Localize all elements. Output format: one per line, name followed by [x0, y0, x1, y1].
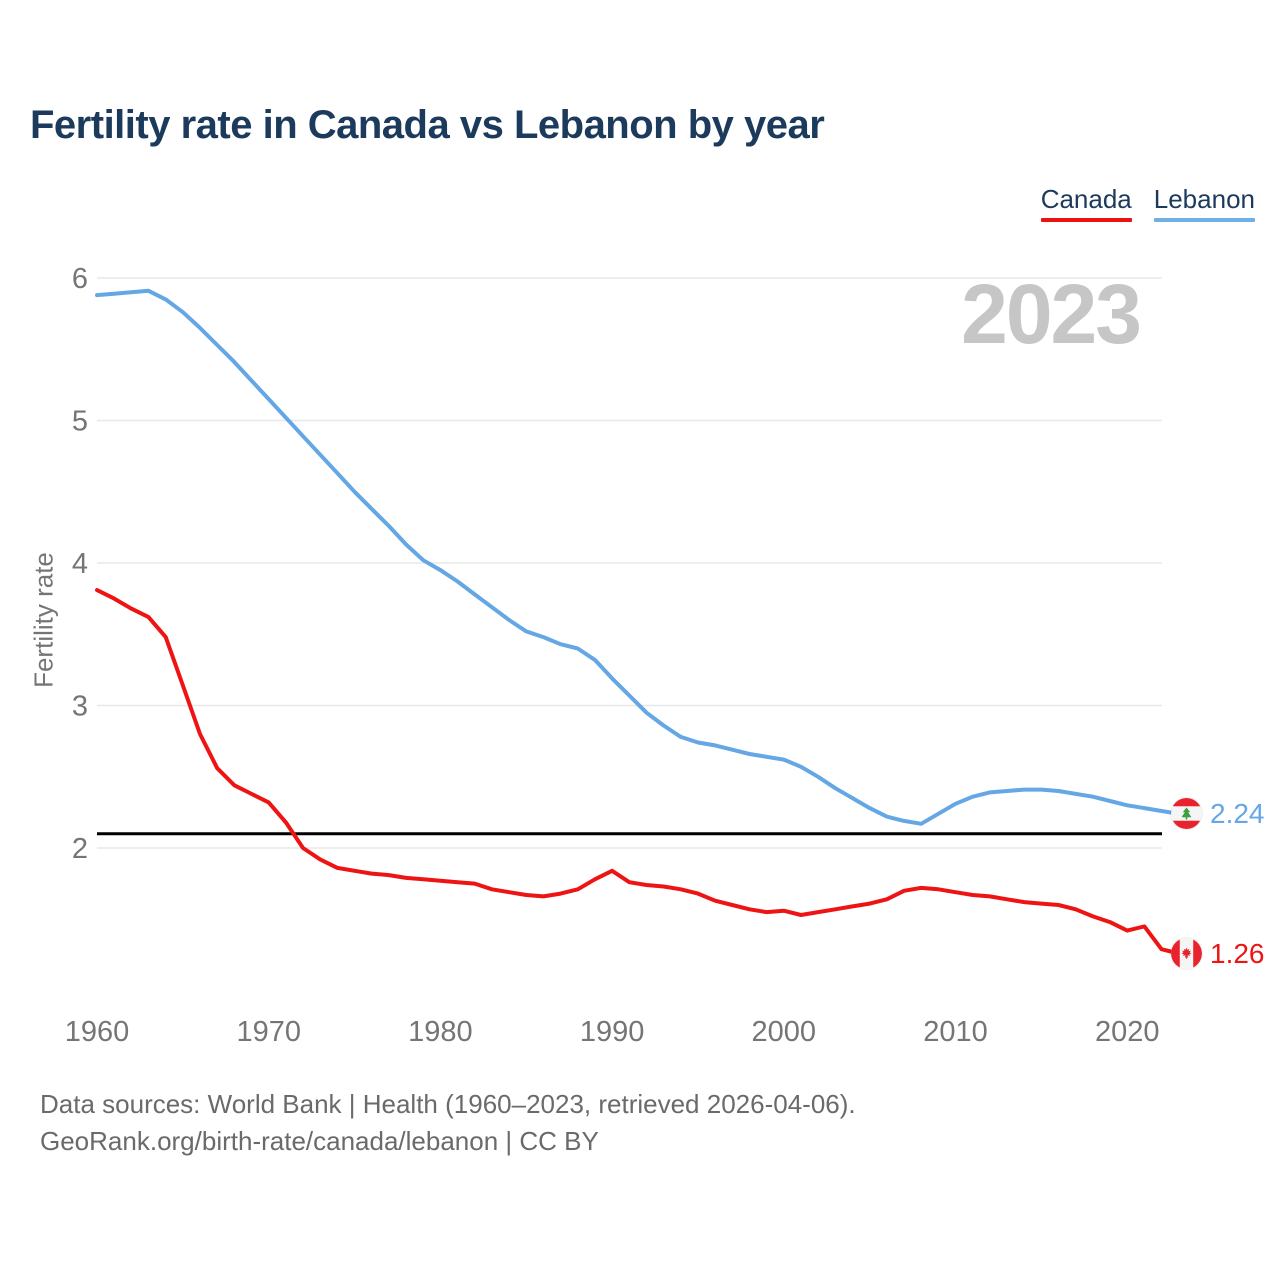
legend-item-lebanon[interactable]: Lebanon	[1153, 184, 1255, 222]
legend-label-canada: Canada	[1040, 184, 1132, 214]
chart-title: Fertility rate in Canada vs Lebanon by y…	[30, 103, 825, 147]
legend-label-lebanon: Lebanon	[1153, 184, 1255, 214]
footer: Data sources: World Bank | Health (1960–…	[40, 1086, 856, 1160]
series-line-lebanon	[95, 288, 1181, 826]
source-line-1: Data sources: World Bank | Health (1960–…	[40, 1089, 856, 1119]
y-tick-label-6: 6	[72, 263, 88, 295]
canada-flag-icon	[1171, 938, 1202, 969]
watermark-year: 2023	[961, 267, 1142, 361]
x-tick-label-2000: 2000	[752, 1016, 817, 1048]
y-tick-label-5: 5	[72, 406, 88, 438]
end-label-canada: 1.26	[1171, 938, 1265, 970]
x-tick-label-1970: 1970	[236, 1016, 301, 1048]
y-tick-label-3: 3	[72, 691, 88, 723]
x-tick-label-1960: 1960	[65, 1016, 130, 1048]
end-label-lebanon: 2.24	[1171, 798, 1265, 830]
lebanon-end-value: 2.24	[1210, 797, 1265, 829]
lebanon-flag-icon	[1171, 798, 1202, 830]
y-tick-label-2: 2	[72, 833, 88, 865]
x-tick-label-1990: 1990	[580, 1016, 645, 1048]
x-tick-label-2010: 2010	[923, 1016, 988, 1048]
legend-item-canada[interactable]: Canada	[1040, 184, 1132, 222]
y-tick-label-4: 4	[72, 548, 88, 580]
x-tick-label-1980: 1980	[408, 1016, 473, 1048]
legend: Canada Lebanon	[1040, 184, 1255, 222]
canada-end-value: 1.26	[1210, 937, 1265, 969]
x-tick-label-2020: 2020	[1095, 1016, 1160, 1048]
legend-color-bar-canada	[1040, 218, 1132, 222]
series-line-canada	[95, 588, 1181, 956]
source-line-2: GeoRank.org/birth-rate/canada/lebanon | …	[40, 1126, 599, 1156]
legend-color-bar-lebanon	[1153, 218, 1255, 222]
